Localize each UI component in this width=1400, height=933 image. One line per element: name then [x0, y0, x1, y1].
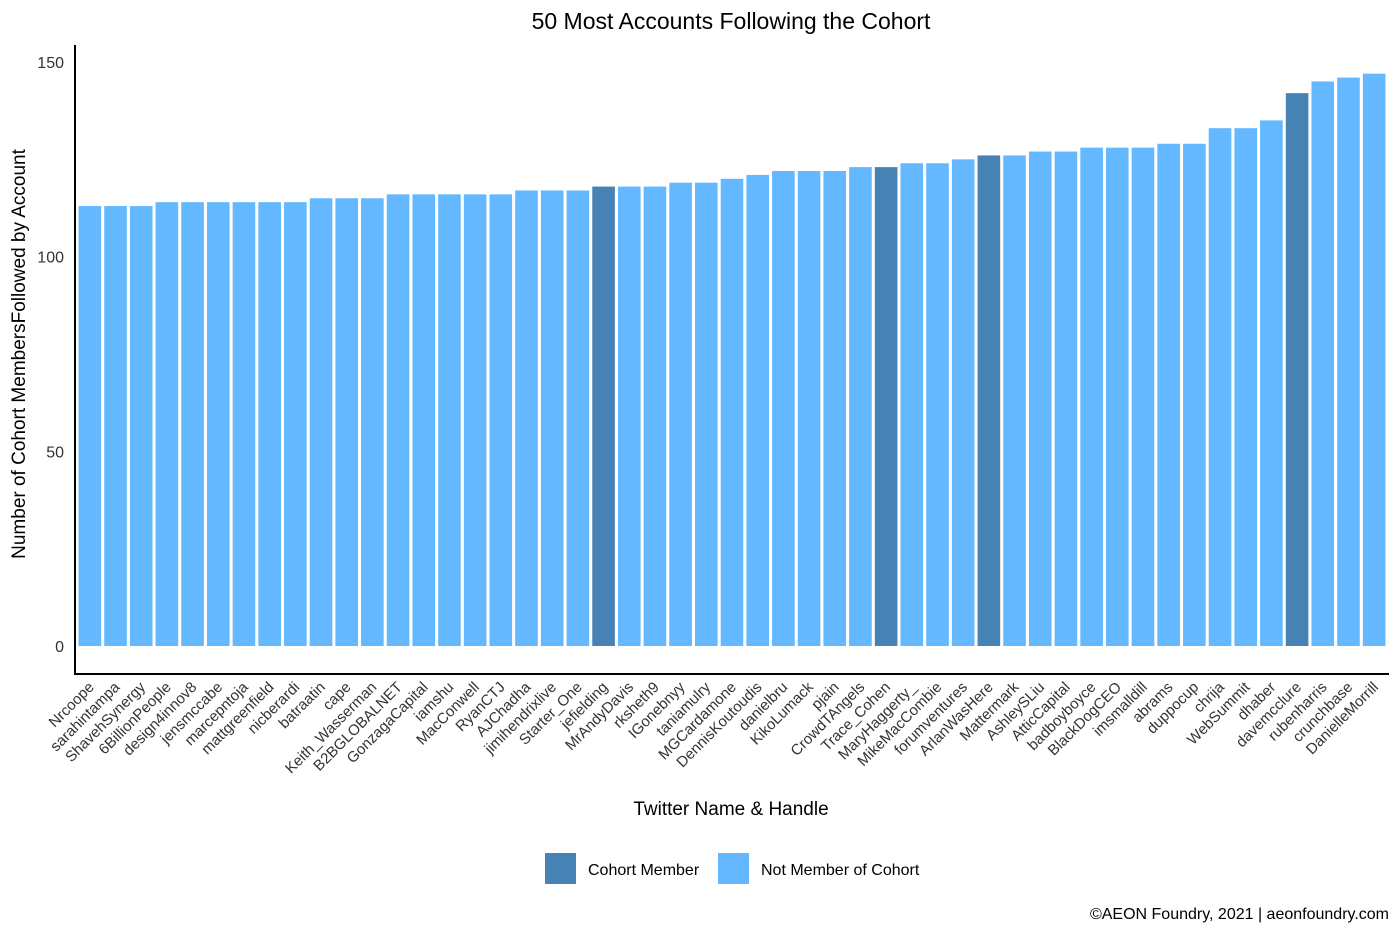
legend-label-not-cohort: Not Member of Cohort — [761, 862, 920, 879]
footer-credit: ©AEON Foundry, 2021 | aeonfoundry.com — [1090, 906, 1389, 923]
bar — [643, 186, 667, 646]
bar — [463, 194, 487, 646]
bar — [155, 202, 179, 646]
bar — [592, 186, 615, 646]
bar — [720, 178, 744, 647]
bar — [206, 202, 230, 646]
bar — [772, 171, 795, 646]
bar — [849, 167, 872, 646]
chart-title: 50 Most Accounts Following the Cohort — [532, 8, 931, 34]
bar — [566, 190, 590, 647]
bar — [361, 198, 384, 646]
bar — [1054, 151, 1078, 646]
y-axis-label: Number of Cohort MembersFollowed by Acco… — [9, 148, 30, 558]
y-tick-label: 50 — [46, 444, 64, 461]
bar — [1311, 81, 1335, 646]
bar — [1028, 151, 1052, 646]
bar — [1080, 147, 1103, 647]
legend-swatch-cohort — [545, 853, 576, 884]
bar — [284, 202, 307, 646]
bar — [489, 194, 513, 646]
bar — [540, 190, 564, 647]
bar — [977, 155, 1001, 646]
bar — [617, 186, 641, 646]
bar — [412, 194, 436, 646]
bar — [104, 206, 127, 646]
bar — [926, 163, 949, 646]
bar — [695, 182, 718, 646]
bar — [515, 190, 538, 647]
bar — [438, 194, 461, 646]
bar — [258, 202, 281, 646]
legend-label-cohort: Cohort Member — [588, 862, 700, 879]
bar — [1234, 128, 1258, 647]
y-tick-label: 100 — [37, 250, 64, 267]
legend: Cohort Member Not Member of Cohort — [545, 853, 920, 884]
bar — [232, 202, 256, 646]
bar — [1285, 93, 1309, 646]
bar — [1260, 120, 1283, 646]
bar — [951, 159, 975, 647]
bar — [1362, 73, 1386, 647]
legend-swatch-not-cohort — [718, 853, 749, 884]
bar — [335, 198, 359, 646]
bar — [669, 182, 692, 646]
bar — [1131, 147, 1155, 647]
bar — [746, 174, 769, 646]
bar — [1183, 143, 1206, 646]
bar — [1337, 77, 1360, 646]
bar — [309, 198, 333, 646]
bar — [823, 171, 847, 646]
bar — [129, 206, 153, 646]
bar — [1003, 155, 1026, 646]
bar — [1157, 143, 1180, 646]
x-axis-label: Twitter Name & Handle — [633, 799, 828, 820]
bar — [181, 202, 204, 646]
bar — [1208, 128, 1232, 647]
bar — [874, 167, 898, 646]
y-tick-label: 0 — [55, 639, 64, 656]
bar — [900, 163, 924, 646]
bar — [78, 206, 102, 646]
bar — [1105, 147, 1129, 647]
y-tick-label: 150 — [37, 55, 64, 72]
bar — [386, 194, 410, 646]
bar — [797, 171, 821, 646]
